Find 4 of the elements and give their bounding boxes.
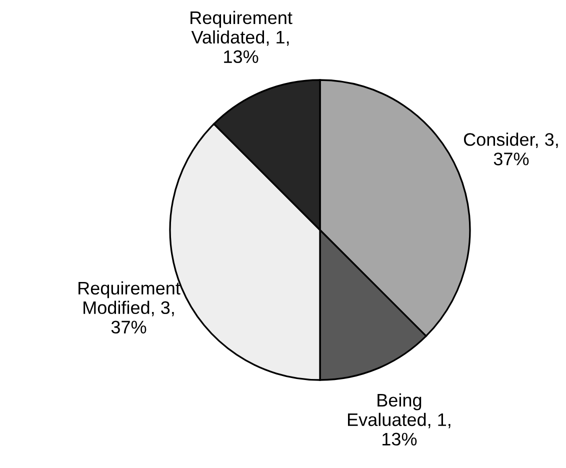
- slice-label: Being Evaluated, 1, 13%: [348, 393, 450, 446]
- slice-label: Requirement Validated, 1, 13%: [190, 10, 292, 64]
- slice-label: Consider, 3, 37%: [464, 132, 558, 166]
- slice-label: Requirement Modified, 3, 37%: [78, 281, 180, 334]
